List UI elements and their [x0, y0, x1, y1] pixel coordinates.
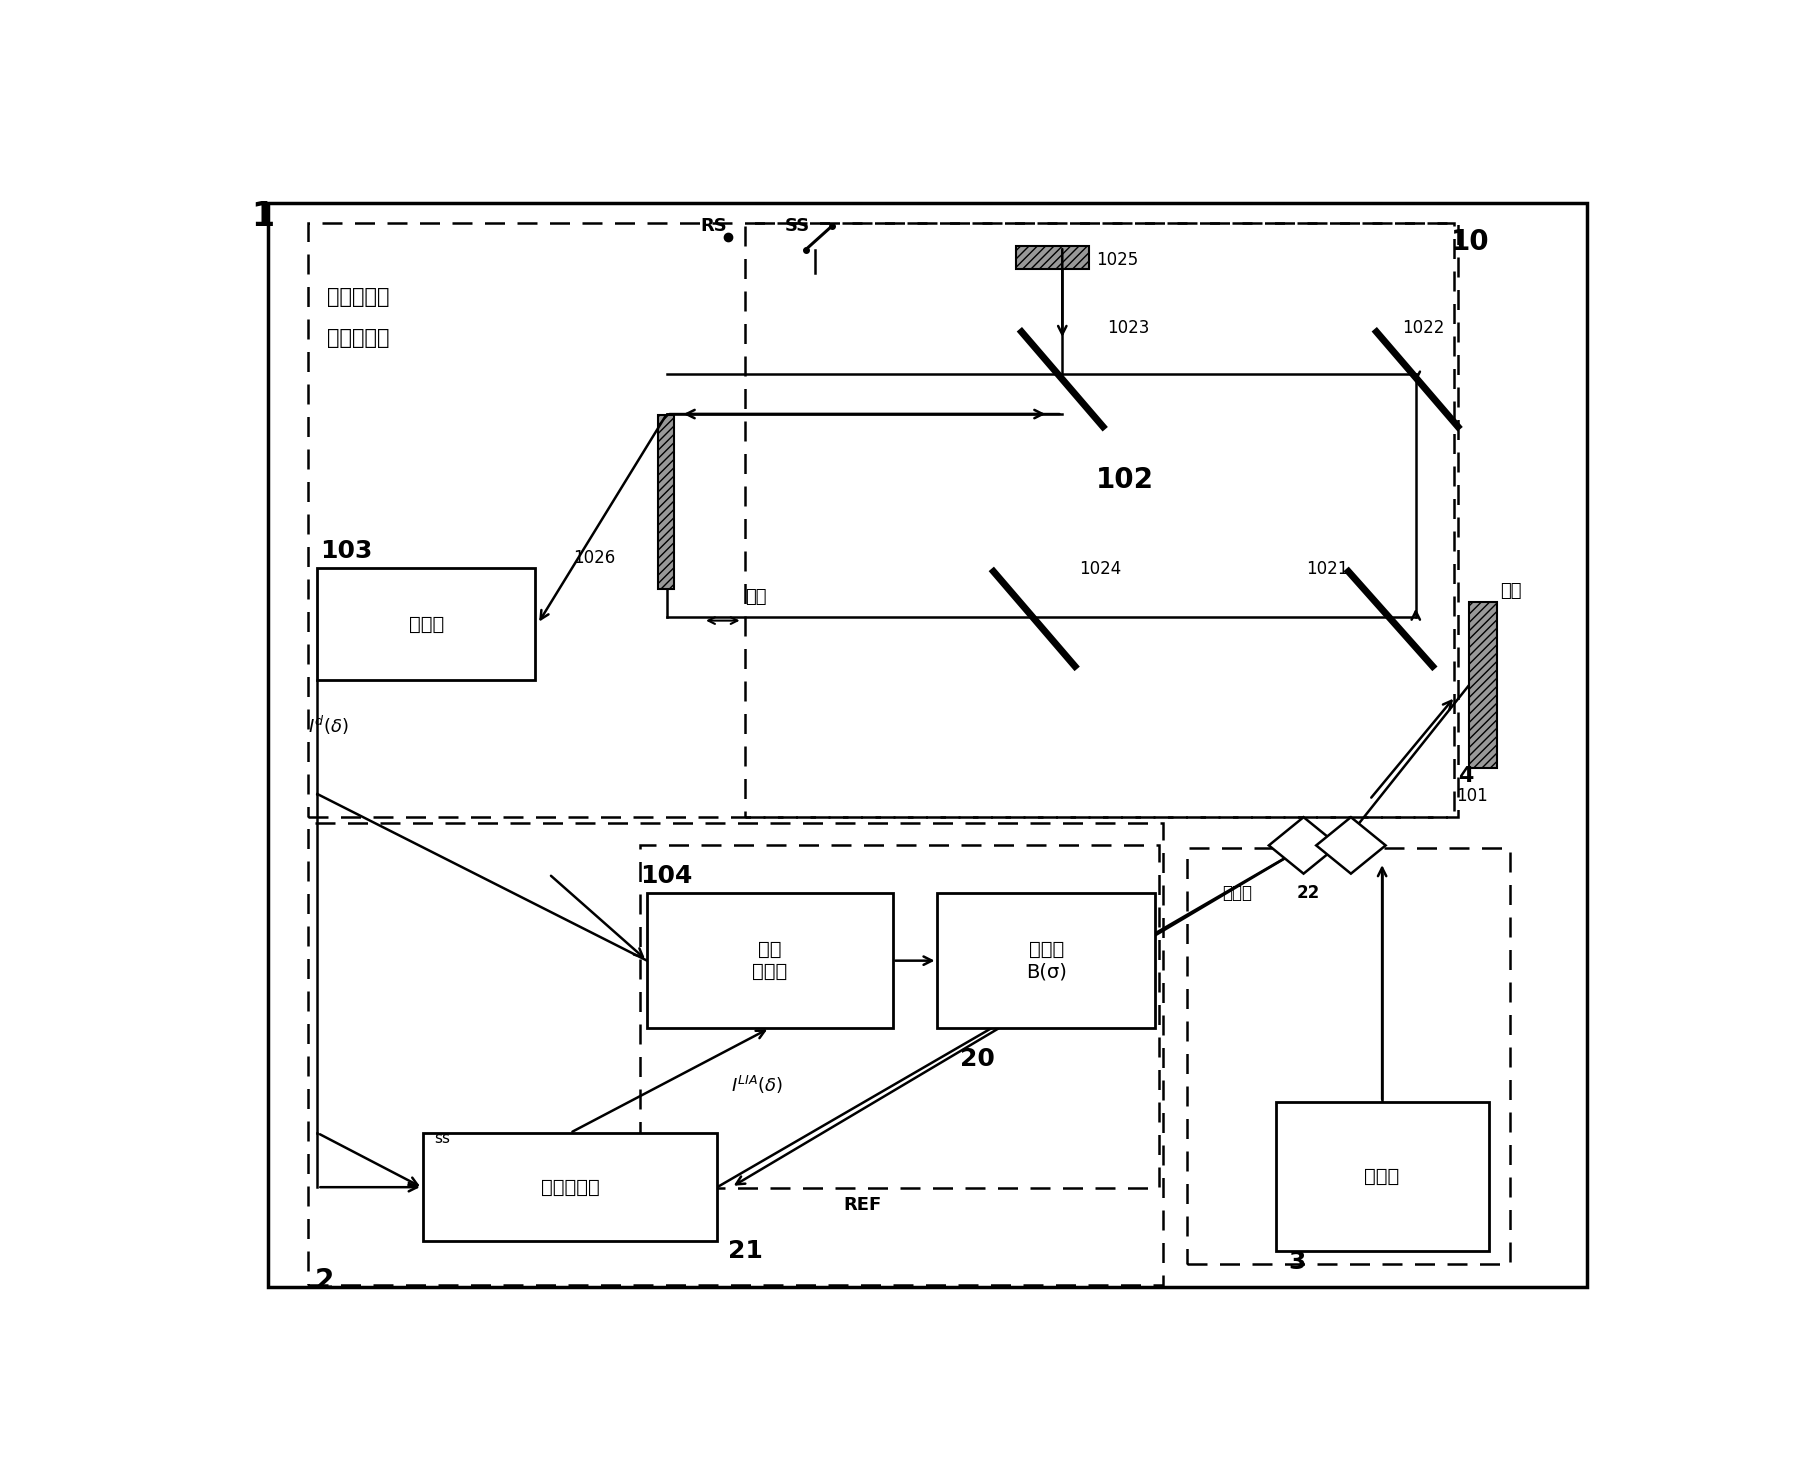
Text: 20: 20: [959, 1046, 996, 1071]
Bar: [746, 224, 1453, 817]
Bar: [308, 823, 1164, 1285]
Text: ss: ss: [434, 1131, 451, 1146]
Text: 电路
控制板: 电路 控制板: [753, 940, 787, 981]
Text: $I^{LIA}(\delta)$: $I^{LIA}(\delta)$: [731, 1074, 784, 1097]
Text: 探测器: 探测器: [409, 615, 443, 633]
Text: $I^d(\delta)$: $I^d(\delta)$: [308, 714, 348, 737]
Text: 102: 102: [1097, 467, 1155, 494]
Text: 1026: 1026: [572, 548, 615, 566]
Bar: [641, 845, 1158, 1187]
Text: SS: SS: [784, 216, 809, 234]
Text: 103: 103: [320, 539, 373, 563]
Text: 2: 2: [315, 1267, 335, 1295]
Text: 红外光谱仪: 红外光谱仪: [328, 328, 389, 348]
Bar: [424, 1132, 717, 1242]
Polygon shape: [1269, 817, 1338, 874]
Text: 22: 22: [1296, 885, 1319, 903]
Text: 1: 1: [252, 200, 275, 233]
Bar: [308, 224, 1457, 817]
Bar: [1276, 1103, 1488, 1251]
Text: 计算机
B(σ): 计算机 B(σ): [1026, 940, 1066, 981]
Text: RS: RS: [700, 216, 728, 234]
Text: REF: REF: [843, 1196, 881, 1214]
Bar: [659, 415, 673, 588]
Bar: [1470, 602, 1497, 768]
Bar: [648, 894, 892, 1029]
Text: 激光器: 激光器: [1365, 1166, 1399, 1186]
Text: 104: 104: [641, 864, 693, 888]
Polygon shape: [1316, 817, 1386, 874]
Text: 10: 10: [1452, 228, 1490, 256]
Bar: [938, 894, 1155, 1029]
Text: 1022: 1022: [1401, 320, 1444, 338]
Text: 1025: 1025: [1097, 250, 1138, 270]
Text: 1024: 1024: [1079, 560, 1122, 578]
Text: 傅立叶变换: 傅立叶变换: [328, 286, 389, 307]
Text: 动镜: 动镜: [746, 588, 767, 606]
Bar: [1015, 246, 1090, 270]
Text: 斩波器: 斩波器: [1222, 885, 1253, 903]
Bar: [1187, 848, 1510, 1264]
Text: 21: 21: [728, 1239, 764, 1263]
Text: 101: 101: [1457, 787, 1488, 805]
Text: 1023: 1023: [1108, 320, 1149, 338]
Text: 4: 4: [1457, 766, 1473, 785]
Text: 样品: 样品: [1500, 582, 1522, 600]
Bar: [317, 568, 536, 680]
Text: 3: 3: [1289, 1249, 1305, 1275]
Text: 锁相放大器: 锁相放大器: [541, 1178, 599, 1196]
Text: 1021: 1021: [1307, 560, 1348, 578]
